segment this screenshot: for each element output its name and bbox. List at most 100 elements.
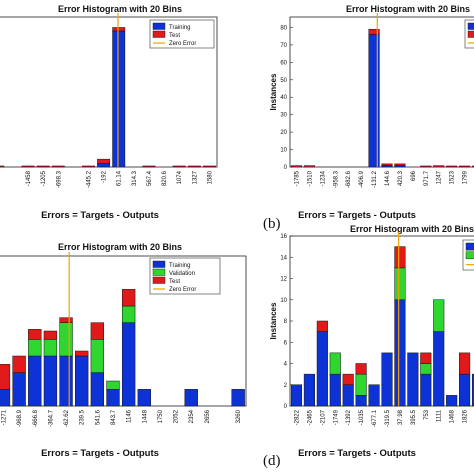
bar-test-6 [51,165,65,168]
x-tick-label: 753 [424,409,430,420]
y-tick-label: 16 [280,234,287,240]
x-tick-label: 1799 [463,170,469,184]
legend-entry: Zero Error [169,287,196,293]
bar-test-1 [0,364,11,390]
x-tick-label: 314.3 [132,170,138,186]
bar-test-6 [368,28,380,35]
bar-training-8 [394,165,406,168]
y-tick-label: 0 [284,404,288,410]
bar-training-7 [381,165,393,168]
x-tick-label: 1247 [437,170,443,184]
x-tick-label: -192 [102,170,108,183]
y-tick-label: 50 [280,78,287,84]
bar-training-16 [231,389,245,407]
legend-swatch [465,251,474,260]
bar-test-10 [420,165,432,168]
x-tick-label: -2822 [294,409,300,425]
bar-training-1 [0,389,11,407]
x-tick-label: -1392 [346,409,352,425]
legend-entry: Zero Error [169,41,196,47]
x-tick-label: -1205 [41,170,47,186]
bar-test-2 [316,320,328,332]
legend-swatch [152,22,166,30]
x-tick-label: 1750 [158,409,164,423]
y-tick-label: 2 [284,383,288,389]
x-tick-label: -445.2 [87,170,93,188]
chart-title: Error Histogram with 20 Bins [350,224,474,234]
x-tick-label: -1749 [333,409,339,425]
y-axis-label: Instances [269,302,278,339]
bar-training-10 [112,30,126,168]
bar-training-9 [407,352,419,407]
bar-training-8 [106,389,120,407]
bar-validation-8 [394,267,406,300]
x-tick-label: -1271 [1,409,7,425]
bar-test-13 [459,352,471,375]
legend-swatch [152,268,166,276]
bar-training-9 [121,322,136,407]
x-tick-label: 1468 [450,409,456,423]
legend-swatch [465,242,474,251]
bar-test-9 [121,289,136,307]
x-tick-label: -131.2 [372,170,378,188]
bar-training-5 [59,355,73,407]
y-tick-label: 20 [280,130,287,136]
bar-validation-7 [90,339,105,373]
legend: Training Test Zero Error [149,19,215,49]
bar-training-4 [43,355,58,407]
y-tick-label: 80 [280,25,287,31]
x-tick-label: -62.62 [64,409,70,427]
chart-title: Error Histogram with 20 Bins [58,242,182,252]
x-tick-label: 2354 [189,409,195,423]
bar-training-2 [316,331,328,407]
y-tick-label: 10 [280,298,287,304]
bar-test-0 [290,165,303,168]
y-tick-label: 60 [280,60,287,66]
bar-test-10 [112,27,126,32]
panel-label-d: (d) [263,453,281,469]
bar-training-3 [329,373,341,407]
x-tick-label: -682.6 [346,170,352,188]
bar-training-0 [290,384,303,407]
y-tick-label: 4 [284,362,288,368]
legend-entry: Validation [169,271,195,277]
x-tick-label: 1523 [450,170,456,184]
bar-training-9 [97,163,111,168]
bar-validation-9 [121,305,136,323]
bar-test-6 [75,350,89,357]
bar-test-3 [28,329,42,340]
x-tick-label: 1580 [207,170,213,184]
x-tick-label: -1458 [26,170,32,186]
x-tick-label: -1035 [359,409,365,425]
x-tick-label: -666.8 [33,409,39,427]
bar-training-1 [303,373,315,407]
y-tick-label: 10 [280,148,287,154]
bar-test-8 [394,163,406,166]
bar-test-12 [142,165,156,168]
y-tick-label: 14 [280,255,287,261]
x-tick-label: 239.5 [80,409,86,425]
bar-training-6 [368,384,380,407]
bar-training-13 [184,389,198,407]
x-tick-label: -1510 [307,170,313,186]
bar-validation-8 [106,380,120,390]
histogram-panel-d: Error Histogram with 20 Bins 0 2 4 6 8 10 12 14 1… [269,224,474,459]
bar-training-7 [381,352,393,407]
legend-entry: Test [169,33,180,39]
bar-validation-5 [59,322,73,357]
x-tick-label: -958.3 [333,170,339,188]
y-tick-label: 12 [280,277,287,283]
y-tick-label: 6 [284,340,288,346]
x-tick-label: -1785 [294,170,300,186]
x-tick-label: 37.98 [398,409,404,425]
x-tick-label: 420.3 [398,170,404,186]
bar-test-5 [355,363,367,375]
x-axis-label: Errors = Targets - Outputs [298,210,416,221]
y-tick-label: 40 [280,95,287,101]
bar-test-8 [394,246,406,269]
x-tick-label: 61.14 [117,170,123,186]
bar-test-10 [420,352,432,364]
bar-test-2 [12,355,26,373]
bar-test-4 [21,165,35,168]
